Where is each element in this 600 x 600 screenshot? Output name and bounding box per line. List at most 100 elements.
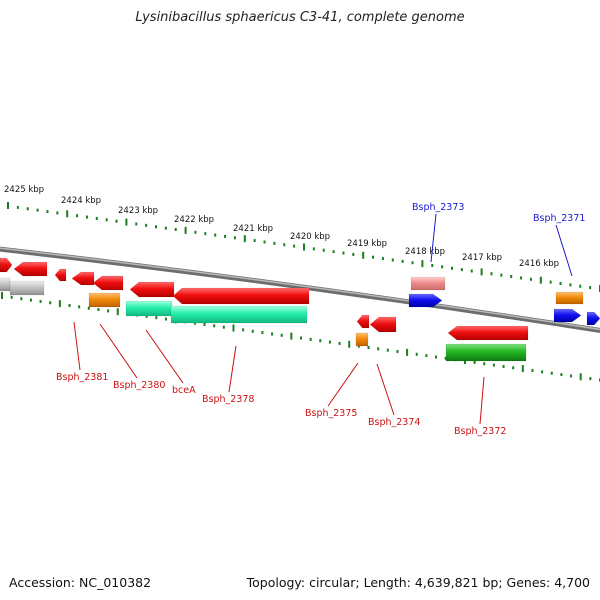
gene-arrow	[0, 277, 11, 292]
scale-tick	[87, 306, 90, 310]
gene-arrow	[445, 343, 527, 362]
scale-tick	[415, 352, 418, 356]
scale-tick	[214, 233, 217, 237]
inner-tick-row	[1, 292, 600, 382]
scale-tick	[367, 345, 370, 349]
scale-tick	[283, 243, 286, 247]
scale-label: 2423 kbp	[118, 206, 158, 216]
scale-tick	[352, 252, 355, 256]
scale-tick	[531, 369, 534, 373]
scale-tick	[357, 344, 360, 348]
scale-tick	[232, 324, 235, 332]
gene-label: Bsph_2373	[412, 202, 464, 213]
outer-tick-row	[7, 202, 600, 292]
gene-label: Bsph_2372	[454, 426, 506, 437]
gene-arrow	[447, 325, 529, 341]
scale-tick	[520, 276, 523, 280]
topology-text: Topology: circular; Length: 4,639,821 bp…	[246, 575, 590, 590]
scale-tick	[444, 356, 447, 360]
gene-arrow	[170, 305, 308, 324]
scale-tick	[193, 321, 196, 325]
scale-tick	[589, 286, 592, 290]
gene-arrow	[71, 271, 95, 286]
label-leader-line	[73, 321, 81, 371]
gene-label: Bsph_2375	[305, 408, 357, 419]
scale-tick	[541, 370, 544, 374]
scale-tick	[391, 258, 394, 262]
scale-tick	[500, 273, 503, 277]
scale-tick	[58, 300, 61, 308]
scale-tick	[29, 298, 32, 302]
scale-tick	[76, 214, 79, 218]
scale-tick	[1, 292, 3, 299]
label-leader-line	[376, 363, 395, 416]
scale-tick	[521, 365, 524, 373]
gene-label: Bsph_2381	[56, 372, 108, 383]
scale-tick	[105, 218, 108, 222]
gene-arrow	[410, 276, 446, 291]
scale-label: 2421 kbp	[233, 224, 273, 234]
scale-tick	[243, 235, 246, 243]
scale-label: 2422 kbp	[174, 215, 214, 225]
scale-tick	[164, 317, 167, 321]
scale-tick	[174, 228, 177, 232]
scale-tick	[145, 223, 148, 227]
scale-tick	[312, 247, 315, 251]
scale-tick	[401, 259, 404, 263]
scale-tick	[85, 215, 88, 219]
scale-tick	[579, 284, 582, 288]
scale-tick	[184, 226, 187, 234]
accession-text: Accession: NC_010382	[9, 575, 152, 590]
scale-tick	[16, 205, 19, 209]
scale-tick	[510, 275, 513, 279]
scale-tick	[570, 374, 573, 378]
scale-tick	[435, 355, 438, 359]
scale-tick	[322, 248, 325, 252]
scale-tick	[7, 202, 9, 209]
scale-tick	[125, 218, 128, 226]
gene-label: Bsph_2371	[533, 213, 585, 224]
gene-arrow	[172, 287, 310, 305]
scale-tick	[569, 283, 572, 287]
scale-tick	[589, 377, 592, 381]
scale-tick	[332, 250, 335, 254]
gene-arrow	[355, 332, 369, 347]
scale-tick	[280, 333, 283, 337]
scale-tick	[328, 340, 331, 344]
scale-tick	[145, 314, 148, 318]
gene-arrow	[553, 308, 582, 323]
scale-tick	[300, 336, 302, 340]
scale-label: 2419 kbp	[347, 239, 387, 249]
scale-tick	[549, 280, 552, 284]
scale-tick	[20, 297, 23, 301]
gene-arrow	[92, 275, 124, 291]
scale-label: 2418 kbp	[405, 247, 445, 257]
scale-tick	[115, 219, 118, 223]
scale-tick	[224, 234, 227, 238]
label-leader-line	[430, 213, 437, 263]
scale-tick	[263, 240, 266, 244]
scale-tick	[372, 255, 375, 259]
scale-tick	[470, 269, 473, 273]
scale-tick	[441, 265, 444, 269]
scale-tick	[10, 295, 13, 299]
scale-tick	[406, 348, 409, 356]
scale-tick	[342, 251, 345, 255]
scale-tick	[273, 241, 276, 245]
scale-tick	[204, 232, 207, 236]
scale-tick	[56, 211, 59, 215]
scale-tick	[451, 266, 453, 270]
label-leader-line	[327, 362, 359, 407]
scale-tick	[512, 366, 515, 370]
scale-label: 2424 kbp	[61, 196, 101, 206]
scale-tick	[135, 222, 138, 226]
label-leader-line	[479, 376, 485, 425]
scale-tick	[319, 339, 322, 343]
scale-tick	[550, 371, 553, 375]
label-leader-line	[555, 224, 573, 277]
scale-tick	[559, 281, 562, 285]
scale-tick	[396, 350, 399, 354]
genome-backbone	[0, 246, 600, 333]
scale-tick	[49, 301, 52, 305]
label-leader-line	[228, 345, 237, 393]
